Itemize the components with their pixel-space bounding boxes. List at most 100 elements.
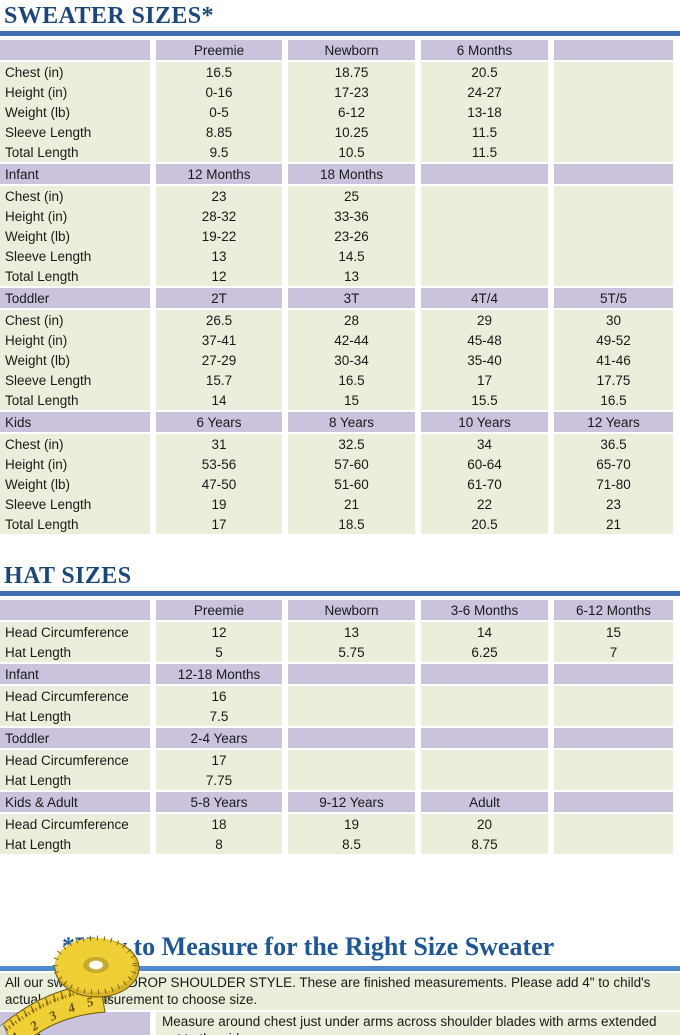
size-column-header-cell	[548, 162, 680, 186]
table-row: Total Length 14 15 15.5 16.5	[0, 390, 680, 410]
value-cell	[282, 706, 415, 726]
size-column-header-cell	[415, 162, 548, 186]
value-cell: 16.5	[282, 370, 415, 390]
size-column-header-cell: Newborn	[282, 38, 415, 62]
row-label-cell: Head Circumference	[0, 750, 150, 770]
row-label-cell: Hat Length	[0, 770, 150, 790]
value-cell: 47-50	[150, 474, 282, 494]
size-column-header-cell: 3T	[282, 286, 415, 310]
value-cell: 14	[150, 390, 282, 410]
row-label-cell: Head Circumference	[0, 622, 150, 642]
row-label-cell: Sleeve Length	[0, 494, 150, 514]
value-cell	[548, 206, 680, 226]
row-label-cell: Weight (lb)	[0, 350, 150, 370]
value-cell	[415, 686, 548, 706]
section-title-cell: Kids	[0, 410, 150, 434]
value-cell: 28-32	[150, 206, 282, 226]
section-title-cell: Toddler	[0, 726, 150, 750]
row-label-cell: Sleeve Length	[0, 122, 150, 142]
size-column-header-cell: Preemie	[150, 598, 282, 622]
value-cell: 17	[150, 514, 282, 534]
value-cell	[548, 122, 680, 142]
value-cell: 25	[282, 186, 415, 206]
value-cell	[548, 686, 680, 706]
value-cell: 16	[150, 686, 282, 706]
value-cell: 19	[282, 814, 415, 834]
value-cell: 21	[282, 494, 415, 514]
value-cell: 20.5	[415, 62, 548, 82]
size-column-header-cell: 4T/4	[415, 286, 548, 310]
row-label-cell: Hat Length	[0, 834, 150, 854]
tape-number: 1	[9, 1029, 23, 1035]
value-cell: 11.5	[415, 142, 548, 162]
value-cell: 18.5	[282, 514, 415, 534]
section-title-cell	[0, 598, 150, 622]
value-cell	[548, 102, 680, 122]
section-title-cell	[0, 38, 150, 62]
value-cell: 0-5	[150, 102, 282, 122]
measuring-tape-icon: 1 2 3 4 5 6	[0, 935, 140, 1035]
row-label-cell: Weight (lb)	[0, 226, 150, 246]
value-cell	[415, 186, 548, 206]
value-cell: 8.5	[282, 834, 415, 854]
size-column-header-cell: 5-8 Years	[150, 790, 282, 814]
value-cell	[415, 770, 548, 790]
value-cell: 36.5	[548, 434, 680, 454]
table-row: Height (in) 0-16 17-23 24-27	[0, 82, 680, 102]
row-label-cell: Chest (in)	[0, 62, 150, 82]
size-column-header-cell: 8 Years	[282, 410, 415, 434]
value-cell: 6.25	[415, 642, 548, 662]
value-cell: 7.5	[150, 706, 282, 726]
value-cell: 31	[150, 434, 282, 454]
size-column-header-cell: 2-4 Years	[150, 726, 282, 750]
value-cell: 35-40	[415, 350, 548, 370]
table-row: Chest (in) 23 25	[0, 186, 680, 206]
value-cell: 18.75	[282, 62, 415, 82]
size-column-header-cell: 12 Months	[150, 162, 282, 186]
value-cell: 15	[548, 622, 680, 642]
size-column-header-cell	[415, 662, 548, 686]
table-row: Head Circumference 17	[0, 750, 680, 770]
value-cell: 10.25	[282, 122, 415, 142]
row-label-cell: Height (in)	[0, 330, 150, 350]
size-column-header-cell	[548, 790, 680, 814]
size-column-header-cell: 9-12 Years	[282, 790, 415, 814]
value-cell: 15.7	[150, 370, 282, 390]
size-column-header-cell: 5T/5	[548, 286, 680, 310]
value-cell: 33-36	[282, 206, 415, 226]
value-cell: 65-70	[548, 454, 680, 474]
value-cell: 12	[150, 266, 282, 286]
value-cell: 28	[282, 310, 415, 330]
value-cell	[548, 142, 680, 162]
value-cell: 37-41	[150, 330, 282, 350]
value-cell: 26.5	[150, 310, 282, 330]
row-label-cell: Chest (in)	[0, 310, 150, 330]
value-cell	[282, 770, 415, 790]
row-label-cell: Total Length	[0, 514, 150, 534]
table-row: Weight (lb) 27-29 30-34 35-40 41-46	[0, 350, 680, 370]
row-label-cell: Head Circumference	[0, 814, 150, 834]
tape-number: 6	[103, 989, 112, 1005]
table-row: Head Circumference 18 19 20	[0, 814, 680, 834]
row-label-cell: Sleeve Length	[0, 246, 150, 266]
value-cell: 16.5	[150, 62, 282, 82]
size-column-header-cell: 6-12 Months	[548, 598, 680, 622]
value-cell: 45-48	[415, 330, 548, 350]
value-cell: 60-64	[415, 454, 548, 474]
value-cell	[415, 266, 548, 286]
value-cell	[548, 750, 680, 770]
table-row: Sleeve Length 13 14.5	[0, 246, 680, 266]
table-row: Sleeve Length 19 21 22 23	[0, 494, 680, 514]
value-cell: 16.5	[548, 390, 680, 410]
table-row: Hat Length 5 5.75 6.25 7	[0, 642, 680, 662]
value-cell: 12	[150, 622, 282, 642]
value-cell: 7.75	[150, 770, 282, 790]
size-column-header-cell: Preemie	[150, 38, 282, 62]
section-title-cell: Toddler	[0, 286, 150, 310]
value-cell	[415, 226, 548, 246]
table-row: Head Circumference 12 13 14 15	[0, 622, 680, 642]
how-to-measure-rule	[0, 966, 680, 971]
value-cell: 21	[548, 514, 680, 534]
value-cell: 8.75	[415, 834, 548, 854]
size-column-header-cell	[415, 726, 548, 750]
